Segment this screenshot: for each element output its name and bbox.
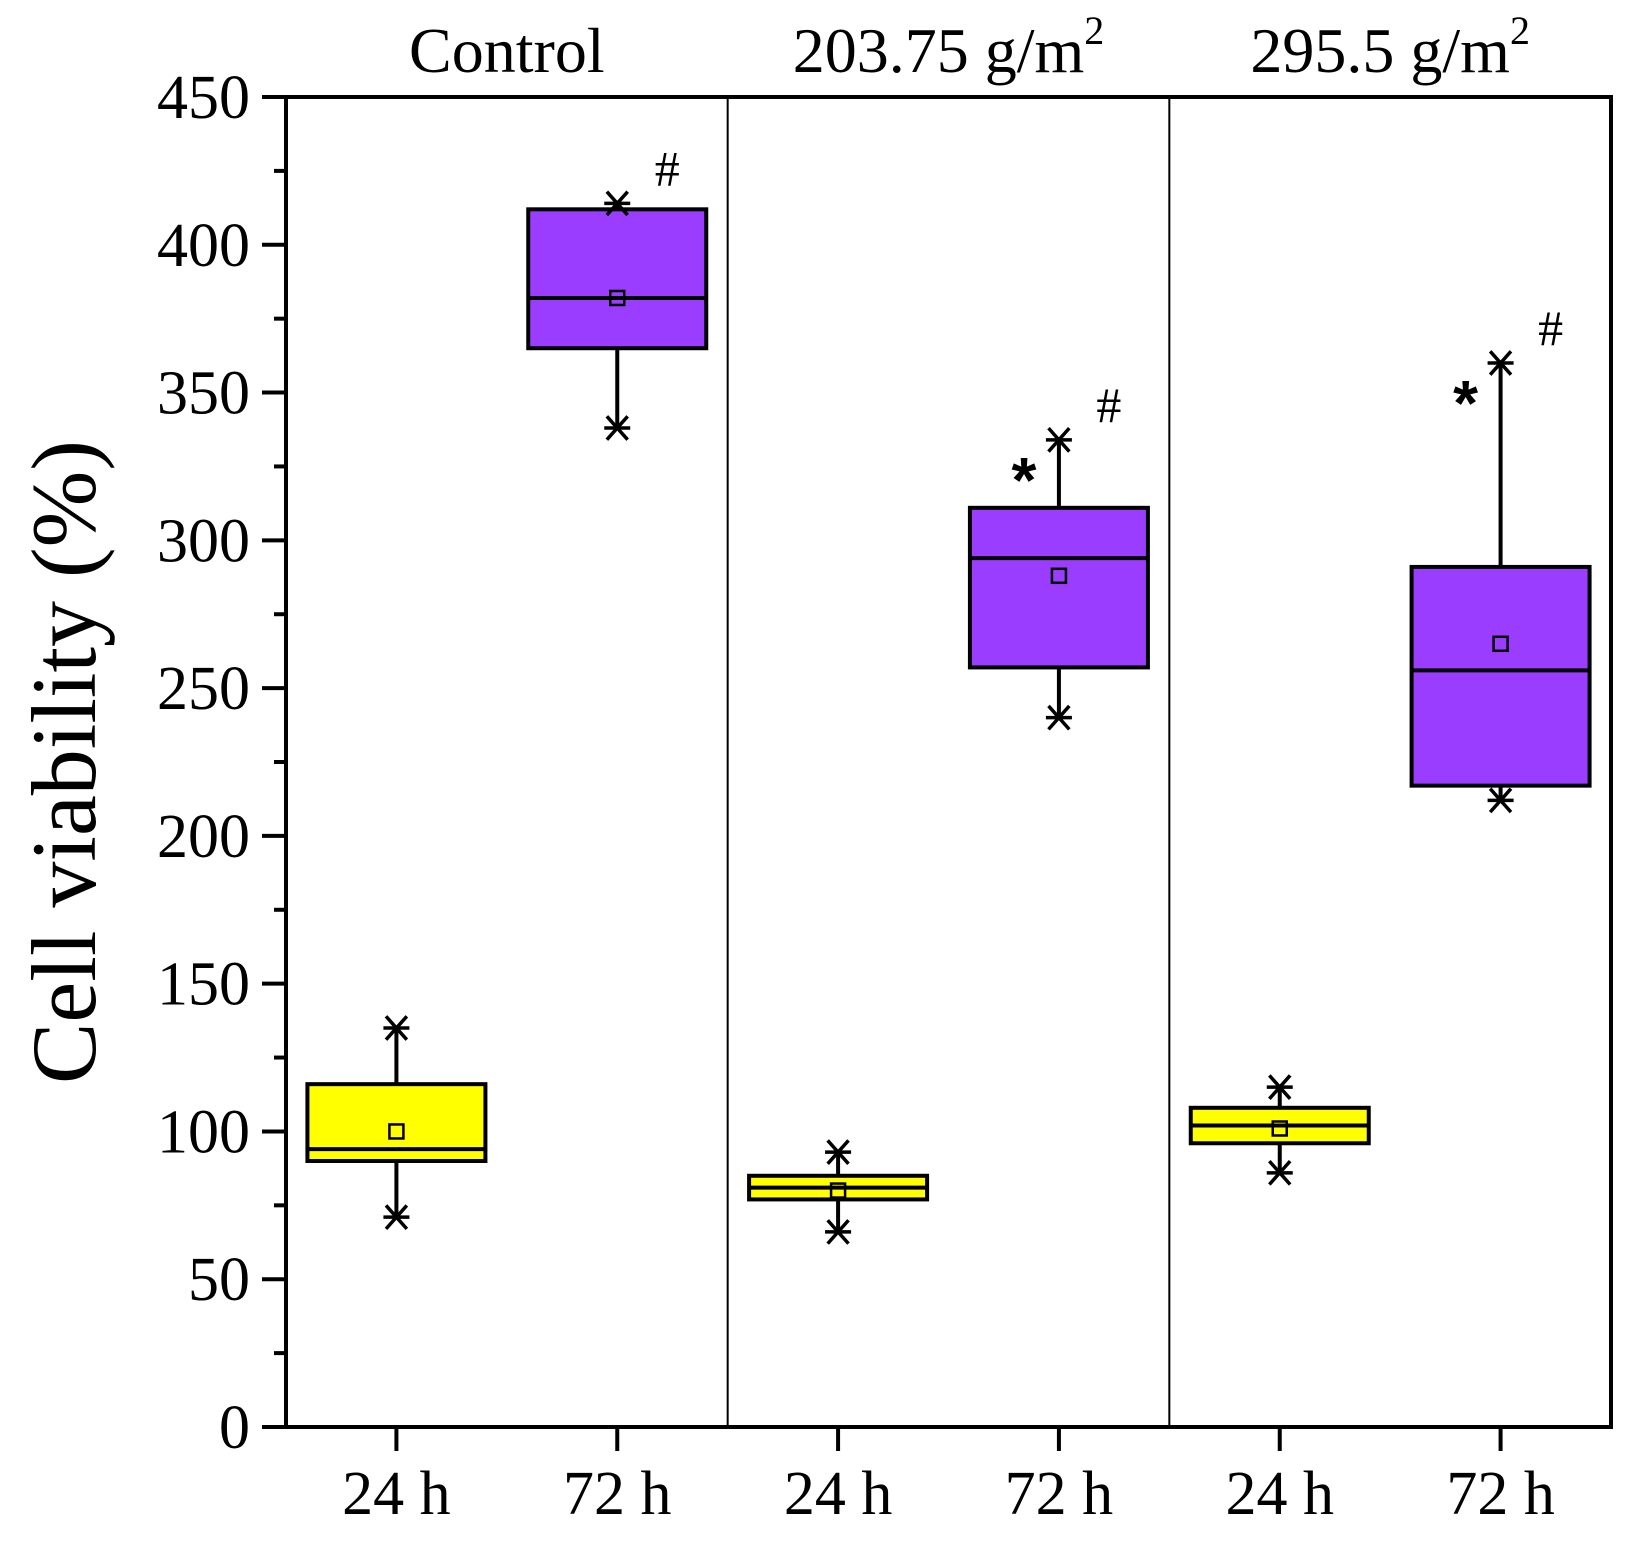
mean-marker	[388, 1123, 405, 1140]
box-1	[305, 1015, 488, 1231]
min-marker	[604, 415, 631, 441]
marker-stroke	[605, 190, 629, 217]
x-tick-label: 24 h	[342, 1460, 451, 1528]
min-marker	[1487, 787, 1514, 814]
marker-stroke	[1488, 787, 1513, 814]
marker-stroke	[826, 1139, 850, 1165]
mean-marker	[1050, 567, 1068, 585]
marker-stroke	[1488, 350, 1513, 376]
group-label: 295.5 g/m2	[1250, 8, 1530, 86]
y-tick-label: 400	[157, 212, 250, 280]
group-label: Control	[409, 15, 605, 86]
box-2: #	[526, 140, 709, 441]
y-axis-label: Cell viability (%)	[13, 440, 115, 1084]
group-labels: Control 203.75 g/m2 295.5 g/m2	[409, 8, 1530, 86]
marker-stroke	[384, 1015, 409, 1041]
max-marker	[1487, 350, 1514, 376]
box-iqr	[967, 505, 1150, 670]
y-tick-label: 250	[157, 655, 250, 723]
x-ticks	[394, 1427, 1503, 1451]
x-tick-label: 24 h	[1226, 1460, 1335, 1528]
y-tick-label: 450	[157, 64, 250, 132]
marker-stroke	[1047, 426, 1071, 453]
y-ticks	[262, 95, 286, 1429]
marker-stroke	[1268, 1074, 1292, 1100]
group-label-text: 203.75 g/m	[793, 15, 1085, 86]
mean-marker	[829, 1182, 847, 1199]
boxes: #*# *#	[305, 140, 1592, 1245]
x-tick-label: 24 h	[784, 1460, 893, 1528]
mean-marker	[1492, 635, 1509, 653]
marker-stroke	[1268, 1159, 1292, 1186]
box-4: *#	[967, 377, 1150, 731]
y-tick-label: 200	[157, 803, 250, 871]
y-tick-labels: 0 50 100 150 200 250 300 350 400 450	[157, 64, 250, 1462]
group-label-text: Control	[409, 15, 605, 86]
marker-stroke	[384, 1204, 409, 1231]
max-marker	[825, 1139, 852, 1165]
significance-hash: #	[1096, 377, 1121, 433]
mean-marker	[1271, 1120, 1288, 1137]
box-3	[747, 1139, 930, 1245]
max-marker	[383, 1015, 410, 1041]
max-marker	[1045, 426, 1072, 453]
group-label-text: 295.5 g/m	[1250, 15, 1510, 86]
marker-stroke	[826, 1219, 850, 1245]
box-6: *#	[1409, 300, 1592, 814]
y-tick-label: 50	[188, 1246, 250, 1314]
group-label: 203.75 g/m2	[793, 8, 1105, 86]
box-iqr	[526, 207, 709, 351]
y-tick-label: 100	[157, 1098, 250, 1166]
min-marker	[825, 1219, 852, 1245]
significance-star: *	[1011, 444, 1036, 516]
y-tick-label: 150	[157, 951, 250, 1019]
x-tick-label: 72 h	[563, 1460, 672, 1528]
marker-stroke	[605, 415, 629, 441]
group-separators	[726, 97, 1171, 1427]
marker-stroke	[1047, 704, 1071, 731]
min-marker	[1045, 704, 1072, 731]
x-tick-label: 72 h	[1005, 1460, 1114, 1528]
x-tick-labels: 24 h 72 h 24 h 72 h 24 h 72 h	[342, 1460, 1555, 1528]
group-label-superscript: 2	[1084, 8, 1104, 53]
plot-frame	[284, 95, 1613, 1429]
y-tick-label: 300	[157, 507, 250, 575]
min-marker	[383, 1204, 410, 1231]
group-label-superscript: 2	[1510, 8, 1530, 53]
min-marker	[1266, 1159, 1293, 1186]
box-5	[1188, 1074, 1371, 1186]
significance-star: *	[1453, 367, 1478, 439]
x-tick-label: 72 h	[1446, 1460, 1555, 1528]
box-iqr	[1409, 564, 1592, 788]
max-marker	[604, 190, 631, 217]
mean-marker	[609, 289, 626, 307]
y-tick-label: 350	[157, 360, 250, 428]
y-tick-label: 0	[219, 1394, 250, 1462]
significance-hash: #	[655, 140, 680, 196]
max-marker	[1266, 1074, 1293, 1100]
significance-hash: #	[1538, 300, 1563, 356]
